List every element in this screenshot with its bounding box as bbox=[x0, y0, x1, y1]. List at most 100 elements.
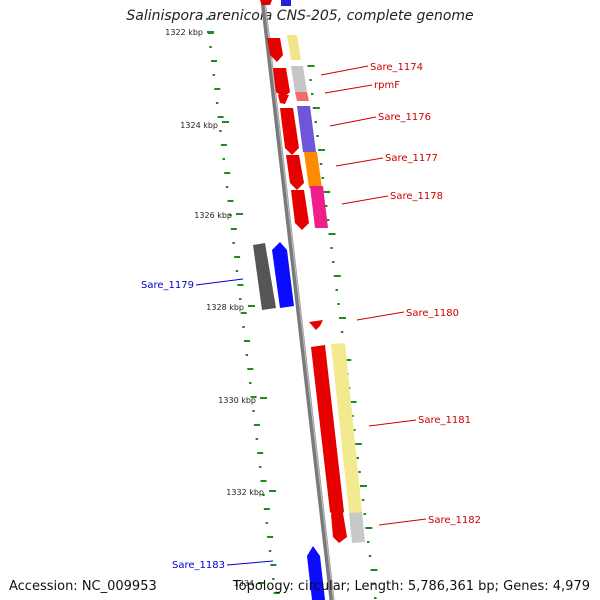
gc-dot bbox=[318, 149, 325, 151]
gc-dot bbox=[247, 368, 254, 370]
gc-dot bbox=[225, 186, 229, 188]
gc-dot bbox=[314, 121, 317, 123]
gc-dot bbox=[267, 536, 274, 538]
backbone-line bbox=[260, 0, 335, 600]
gc-dot bbox=[258, 466, 262, 468]
gc-dot bbox=[351, 415, 354, 417]
kbp-label: 1324 kbp bbox=[180, 121, 218, 130]
gc-dot bbox=[353, 429, 356, 431]
gc-dot bbox=[245, 354, 249, 356]
gc-dot bbox=[325, 205, 328, 207]
gc-dot bbox=[268, 550, 272, 552]
gene-arrow-1174[interactable] bbox=[273, 68, 290, 98]
gene-label-sare_1182[interactable]: Sare_1182 bbox=[428, 515, 481, 526]
gc-dot bbox=[273, 592, 280, 594]
gc-dot bbox=[367, 541, 370, 543]
kbp-label: 1334 bbox=[234, 579, 254, 588]
gc-dot bbox=[240, 312, 247, 314]
gene-leader-line bbox=[341, 195, 389, 205]
gc-dot bbox=[211, 60, 217, 62]
gene-label-sare_1183[interactable]: Sare_1183 bbox=[172, 560, 225, 571]
gc-dot bbox=[224, 172, 231, 174]
gc-dot bbox=[239, 298, 242, 300]
gc-dot bbox=[260, 480, 267, 482]
gc-dot bbox=[253, 424, 260, 426]
kbp-tick bbox=[248, 305, 255, 307]
accession-text: Accession: NC_009953 bbox=[9, 579, 157, 594]
gene-leader-line bbox=[324, 84, 373, 94]
cds-block-1178[interactable] bbox=[310, 186, 328, 228]
kbp-tick bbox=[236, 213, 243, 215]
gc-dot bbox=[219, 130, 222, 132]
gc-dot bbox=[358, 471, 361, 473]
gc-dot bbox=[319, 163, 323, 165]
gene-arrow-top[interactable] bbox=[260, 0, 272, 5]
gene-arrow-1177[interactable] bbox=[286, 155, 304, 190]
cds-block-1176[interactable] bbox=[297, 106, 316, 152]
cds-block-1174[interactable] bbox=[291, 66, 307, 92]
gc-dot bbox=[374, 597, 377, 599]
gene-leader-line bbox=[226, 560, 274, 566]
gc-dot bbox=[234, 256, 241, 258]
gc-dot bbox=[242, 326, 245, 328]
gc-dot bbox=[220, 144, 227, 146]
gc-dot bbox=[330, 247, 333, 249]
gene-arrow-1180[interactable] bbox=[309, 320, 323, 330]
gene-label-sare_1180[interactable]: Sare_1180 bbox=[406, 308, 459, 319]
gene-arrow-1173[interactable] bbox=[267, 38, 283, 62]
gc-dot bbox=[263, 508, 270, 510]
gene-label-sare_1177[interactable]: Sare_1177 bbox=[385, 153, 438, 164]
gene-label-sare_1174[interactable]: Sare_1174 bbox=[370, 62, 423, 73]
kbp-label: 1330 kbp bbox=[218, 396, 256, 405]
feature-track bbox=[253, 0, 365, 600]
gc-dot bbox=[363, 513, 366, 515]
gene-arrow-1181[interactable] bbox=[311, 345, 344, 518]
gene-label-sare_1176[interactable]: Sare_1176 bbox=[378, 112, 431, 123]
gc-dot bbox=[232, 242, 235, 244]
gc-dot bbox=[307, 65, 315, 67]
gc-dot bbox=[229, 214, 232, 216]
cds-block-1177[interactable] bbox=[304, 152, 322, 188]
gene-label-sare_1181[interactable]: Sare_1181 bbox=[418, 415, 471, 426]
gene-arrow-1176[interactable] bbox=[280, 108, 299, 155]
gc-dot bbox=[372, 583, 375, 585]
gene-label-sare_1179[interactable]: Sare_1179 bbox=[141, 280, 194, 291]
gene-block-top[interactable] bbox=[281, 0, 291, 6]
kbp-label: 1332 kbp bbox=[226, 488, 264, 497]
gc-dot bbox=[227, 200, 234, 202]
gc-dot bbox=[361, 499, 365, 501]
gene-arrow-1179[interactable] bbox=[272, 242, 294, 308]
gc-dot bbox=[209, 46, 212, 48]
cds-block-1182[interactable] bbox=[349, 512, 365, 543]
gc-track-right bbox=[307, 65, 378, 599]
kbp-tick bbox=[269, 490, 276, 492]
gc-dot bbox=[262, 494, 265, 496]
gc-dot bbox=[214, 88, 221, 90]
gc-dot bbox=[206, 18, 209, 20]
gene-arrow-rpmF[interactable] bbox=[278, 95, 289, 104]
gc-dot bbox=[252, 410, 255, 412]
gc-dot bbox=[249, 382, 252, 384]
gene-label-rpmf[interactable]: rpmF bbox=[374, 80, 400, 91]
gene-leader-line bbox=[335, 157, 384, 167]
gene-arrow-1178[interactable] bbox=[291, 190, 309, 230]
cds-block-1181[interactable] bbox=[331, 343, 362, 513]
gc-dot bbox=[356, 457, 359, 459]
gc-dot bbox=[312, 107, 320, 109]
gene-label-sare_1178[interactable]: Sare_1178 bbox=[390, 191, 443, 202]
gc-dot bbox=[235, 270, 239, 272]
gc-dot bbox=[344, 359, 352, 361]
kbp-tick bbox=[222, 121, 229, 123]
gene-arrow-1183[interactable] bbox=[307, 546, 325, 600]
cds-block-1179[interactable] bbox=[253, 243, 276, 310]
cds-block-1173[interactable] bbox=[287, 35, 301, 60]
cds-block-rpmF[interactable] bbox=[295, 92, 309, 101]
gc-dot bbox=[368, 555, 372, 557]
gc-dot bbox=[222, 158, 225, 160]
kbp-tick bbox=[258, 582, 265, 584]
gc-dot bbox=[323, 191, 331, 193]
gc-dot bbox=[337, 303, 340, 305]
gene-arrow-1182[interactable] bbox=[331, 513, 347, 543]
gc-dot bbox=[217, 116, 224, 118]
